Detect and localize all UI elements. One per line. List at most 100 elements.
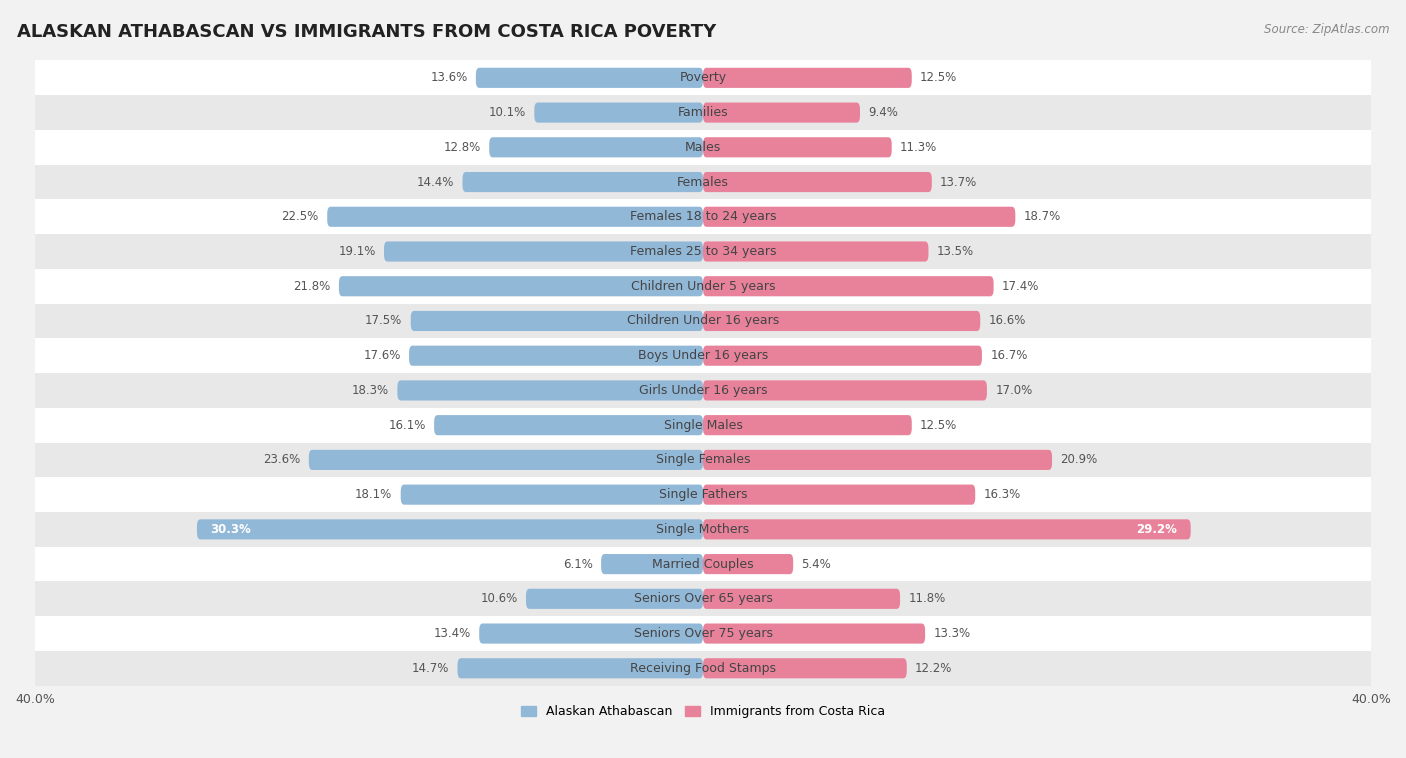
FancyBboxPatch shape (463, 172, 703, 192)
FancyBboxPatch shape (328, 207, 703, 227)
Bar (35, 61, 1371, 96)
FancyBboxPatch shape (703, 449, 1052, 470)
Text: 9.4%: 9.4% (869, 106, 898, 119)
Bar (35, 408, 1371, 443)
FancyBboxPatch shape (703, 311, 980, 331)
Text: 13.4%: 13.4% (433, 627, 471, 640)
FancyBboxPatch shape (479, 624, 703, 644)
Text: Families: Families (678, 106, 728, 119)
Bar (35, 478, 1371, 512)
FancyBboxPatch shape (398, 381, 703, 400)
FancyBboxPatch shape (703, 415, 911, 435)
Text: Children Under 16 years: Children Under 16 years (627, 315, 779, 327)
Text: Boys Under 16 years: Boys Under 16 years (638, 349, 768, 362)
Bar (35, 269, 1371, 304)
FancyBboxPatch shape (703, 624, 925, 644)
Bar (35, 616, 1371, 651)
Bar (35, 512, 1371, 547)
Legend: Alaskan Athabascan, Immigrants from Costa Rica: Alaskan Athabascan, Immigrants from Cost… (516, 700, 890, 723)
Bar (35, 443, 1371, 478)
Text: Source: ZipAtlas.com: Source: ZipAtlas.com (1264, 23, 1389, 36)
Text: Females 18 to 24 years: Females 18 to 24 years (630, 210, 776, 224)
Text: 11.3%: 11.3% (900, 141, 938, 154)
Text: 23.6%: 23.6% (263, 453, 301, 466)
FancyBboxPatch shape (411, 311, 703, 331)
Text: 12.2%: 12.2% (915, 662, 952, 675)
Text: 14.4%: 14.4% (416, 176, 454, 189)
Text: 19.1%: 19.1% (339, 245, 375, 258)
Text: 13.5%: 13.5% (936, 245, 974, 258)
Text: 14.7%: 14.7% (412, 662, 449, 675)
Text: 29.2%: 29.2% (1136, 523, 1177, 536)
FancyBboxPatch shape (703, 276, 994, 296)
Text: 17.0%: 17.0% (995, 384, 1032, 397)
FancyBboxPatch shape (703, 242, 928, 262)
FancyBboxPatch shape (703, 67, 911, 88)
Text: ALASKAN ATHABASCAN VS IMMIGRANTS FROM COSTA RICA POVERTY: ALASKAN ATHABASCAN VS IMMIGRANTS FROM CO… (17, 23, 716, 41)
Text: Poverty: Poverty (679, 71, 727, 84)
Text: Single Mothers: Single Mothers (657, 523, 749, 536)
FancyBboxPatch shape (489, 137, 703, 158)
Text: Single Fathers: Single Fathers (659, 488, 747, 501)
Text: 22.5%: 22.5% (281, 210, 319, 224)
Text: Married Couples: Married Couples (652, 558, 754, 571)
FancyBboxPatch shape (384, 242, 703, 262)
FancyBboxPatch shape (703, 484, 976, 505)
Text: 17.6%: 17.6% (363, 349, 401, 362)
FancyBboxPatch shape (434, 415, 703, 435)
Text: Seniors Over 65 years: Seniors Over 65 years (634, 592, 772, 606)
Text: 6.1%: 6.1% (562, 558, 593, 571)
FancyBboxPatch shape (526, 589, 703, 609)
Text: 13.3%: 13.3% (934, 627, 970, 640)
Text: 16.1%: 16.1% (388, 418, 426, 431)
Bar (35, 234, 1371, 269)
FancyBboxPatch shape (703, 137, 891, 158)
FancyBboxPatch shape (703, 381, 987, 400)
Bar (35, 130, 1371, 164)
Text: 10.1%: 10.1% (489, 106, 526, 119)
FancyBboxPatch shape (534, 102, 703, 123)
Text: 12.5%: 12.5% (920, 418, 957, 431)
Text: Seniors Over 75 years: Seniors Over 75 years (634, 627, 772, 640)
FancyBboxPatch shape (602, 554, 703, 574)
FancyBboxPatch shape (703, 172, 932, 192)
Text: 12.5%: 12.5% (920, 71, 957, 84)
FancyBboxPatch shape (339, 276, 703, 296)
FancyBboxPatch shape (703, 102, 860, 123)
Bar (35, 547, 1371, 581)
Text: Males: Males (685, 141, 721, 154)
Text: 16.7%: 16.7% (990, 349, 1028, 362)
FancyBboxPatch shape (703, 589, 900, 609)
Bar (35, 164, 1371, 199)
Text: Girls Under 16 years: Girls Under 16 years (638, 384, 768, 397)
Bar (35, 338, 1371, 373)
Text: 16.6%: 16.6% (988, 315, 1026, 327)
Text: 10.6%: 10.6% (481, 592, 517, 606)
Text: 12.8%: 12.8% (444, 141, 481, 154)
Text: 18.7%: 18.7% (1024, 210, 1062, 224)
Text: Receiving Food Stamps: Receiving Food Stamps (630, 662, 776, 675)
FancyBboxPatch shape (703, 346, 981, 366)
Text: 17.4%: 17.4% (1002, 280, 1039, 293)
FancyBboxPatch shape (703, 207, 1015, 227)
FancyBboxPatch shape (475, 67, 703, 88)
Text: 13.7%: 13.7% (941, 176, 977, 189)
Text: 21.8%: 21.8% (294, 280, 330, 293)
FancyBboxPatch shape (401, 484, 703, 505)
Text: 17.5%: 17.5% (366, 315, 402, 327)
FancyBboxPatch shape (409, 346, 703, 366)
FancyBboxPatch shape (309, 449, 703, 470)
Text: 5.4%: 5.4% (801, 558, 831, 571)
Text: Single Males: Single Males (664, 418, 742, 431)
Text: Single Females: Single Females (655, 453, 751, 466)
Bar (35, 581, 1371, 616)
Text: Females 25 to 34 years: Females 25 to 34 years (630, 245, 776, 258)
Text: 30.3%: 30.3% (211, 523, 252, 536)
Text: 16.3%: 16.3% (984, 488, 1021, 501)
Text: Females: Females (678, 176, 728, 189)
Text: Children Under 5 years: Children Under 5 years (631, 280, 775, 293)
Bar (35, 651, 1371, 686)
Bar (35, 373, 1371, 408)
Bar (35, 96, 1371, 130)
FancyBboxPatch shape (703, 554, 793, 574)
